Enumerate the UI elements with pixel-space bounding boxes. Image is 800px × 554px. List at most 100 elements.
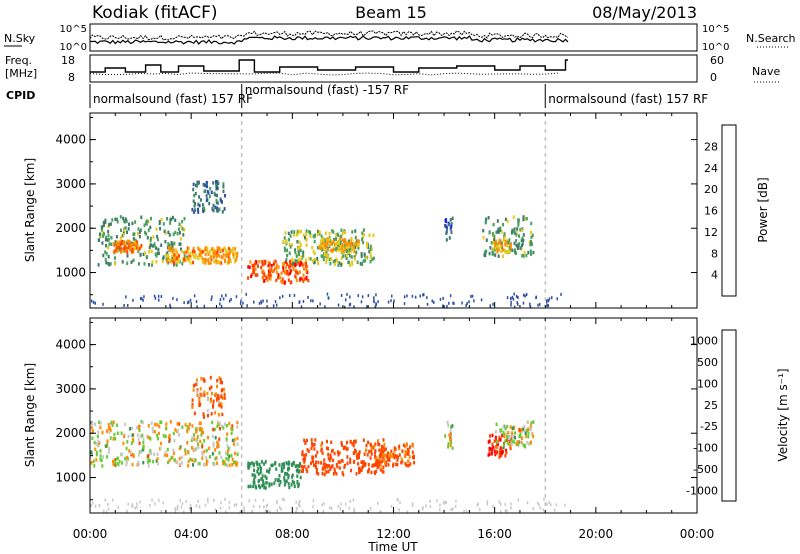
data-cell xyxy=(530,221,533,226)
data-cell xyxy=(444,218,447,223)
scatter-cell xyxy=(546,304,548,308)
data-cell xyxy=(451,446,454,450)
scatter-cell xyxy=(431,299,433,303)
data-cell xyxy=(406,447,409,452)
scatter-cell xyxy=(281,294,284,298)
data-cell xyxy=(506,219,509,224)
data-cell xyxy=(369,259,372,264)
data-cell xyxy=(305,237,308,241)
data-cell xyxy=(260,477,263,481)
data-cell xyxy=(112,437,115,441)
data-cell xyxy=(349,242,352,246)
data-cell xyxy=(151,426,154,430)
data-cell xyxy=(311,259,314,263)
data-cell xyxy=(199,253,201,257)
data-cell xyxy=(383,448,386,453)
scatter-cell xyxy=(225,293,227,297)
data-cell xyxy=(165,426,168,431)
scatter-cell xyxy=(556,297,558,301)
data-cell xyxy=(324,469,327,473)
data-cell xyxy=(370,470,373,475)
data-cell xyxy=(176,422,179,426)
data-cell xyxy=(149,236,152,241)
data-cell xyxy=(209,375,212,380)
data-cell xyxy=(302,465,305,469)
data-cell xyxy=(232,256,235,260)
data-cell xyxy=(211,391,213,396)
data-cell xyxy=(117,463,120,467)
data-cell xyxy=(520,440,523,445)
data-cell xyxy=(215,398,218,402)
data-cell xyxy=(350,237,353,241)
scatter-cell xyxy=(529,305,532,309)
scatter-cell xyxy=(443,500,446,504)
data-cell xyxy=(504,249,507,253)
data-cell xyxy=(194,201,196,206)
data-cell xyxy=(178,433,180,437)
scatter-cell xyxy=(360,300,363,304)
data-cell xyxy=(193,437,196,441)
data-cell xyxy=(450,225,453,229)
cpid-label: CPID xyxy=(6,89,35,102)
data-cell xyxy=(233,438,236,442)
data-cell xyxy=(156,251,159,256)
data-cell xyxy=(335,233,338,237)
data-cell xyxy=(247,265,250,269)
data-cell xyxy=(282,269,285,273)
data-cell xyxy=(196,426,199,431)
data-cell xyxy=(290,483,293,487)
scatter-cell xyxy=(132,298,134,302)
data-cell xyxy=(192,182,195,187)
data-cell xyxy=(247,484,250,489)
data-cell xyxy=(125,243,128,247)
data-cell xyxy=(502,425,505,429)
data-cell xyxy=(208,261,211,265)
data-cell xyxy=(133,246,136,250)
data-cell xyxy=(193,457,196,462)
data-cell xyxy=(499,438,502,442)
data-cell xyxy=(490,447,493,451)
scatter-cell xyxy=(193,294,196,298)
data-cell xyxy=(231,246,234,251)
scatter-cell xyxy=(470,294,472,298)
data-cell xyxy=(492,241,495,245)
data-cell xyxy=(107,237,110,242)
data-cell xyxy=(527,427,530,431)
data-cell xyxy=(132,237,135,241)
data-cell xyxy=(357,453,360,458)
data-cell xyxy=(516,440,519,444)
data-cell xyxy=(344,240,347,244)
data-cell xyxy=(305,232,308,237)
data-cell xyxy=(122,233,125,237)
data-cell xyxy=(211,434,214,439)
data-cell xyxy=(251,473,254,477)
data-cell xyxy=(202,412,205,416)
data-cell xyxy=(381,459,384,464)
data-cell xyxy=(218,403,221,408)
data-cell xyxy=(337,460,340,464)
data-cell xyxy=(332,458,335,463)
data-cell xyxy=(137,249,140,253)
data-cell xyxy=(314,438,317,442)
data-cell xyxy=(332,248,334,252)
data-cell xyxy=(345,447,348,451)
data-cell xyxy=(147,464,150,468)
data-cell xyxy=(356,456,359,461)
data-cell xyxy=(213,191,216,196)
scatter-cell xyxy=(543,497,545,501)
data-cell xyxy=(268,482,271,486)
data-cell xyxy=(379,463,382,468)
data-cell xyxy=(296,468,299,472)
data-cell xyxy=(497,241,500,246)
data-cell xyxy=(173,439,176,443)
data-cell xyxy=(354,257,356,261)
data-cell xyxy=(326,465,329,469)
data-cell xyxy=(223,246,226,250)
data-cell xyxy=(349,460,352,465)
data-cell xyxy=(404,451,407,455)
data-cell xyxy=(275,270,278,275)
data-cell xyxy=(361,237,363,242)
data-cell xyxy=(505,450,508,455)
data-cell xyxy=(91,436,94,440)
data-cell xyxy=(160,243,163,247)
